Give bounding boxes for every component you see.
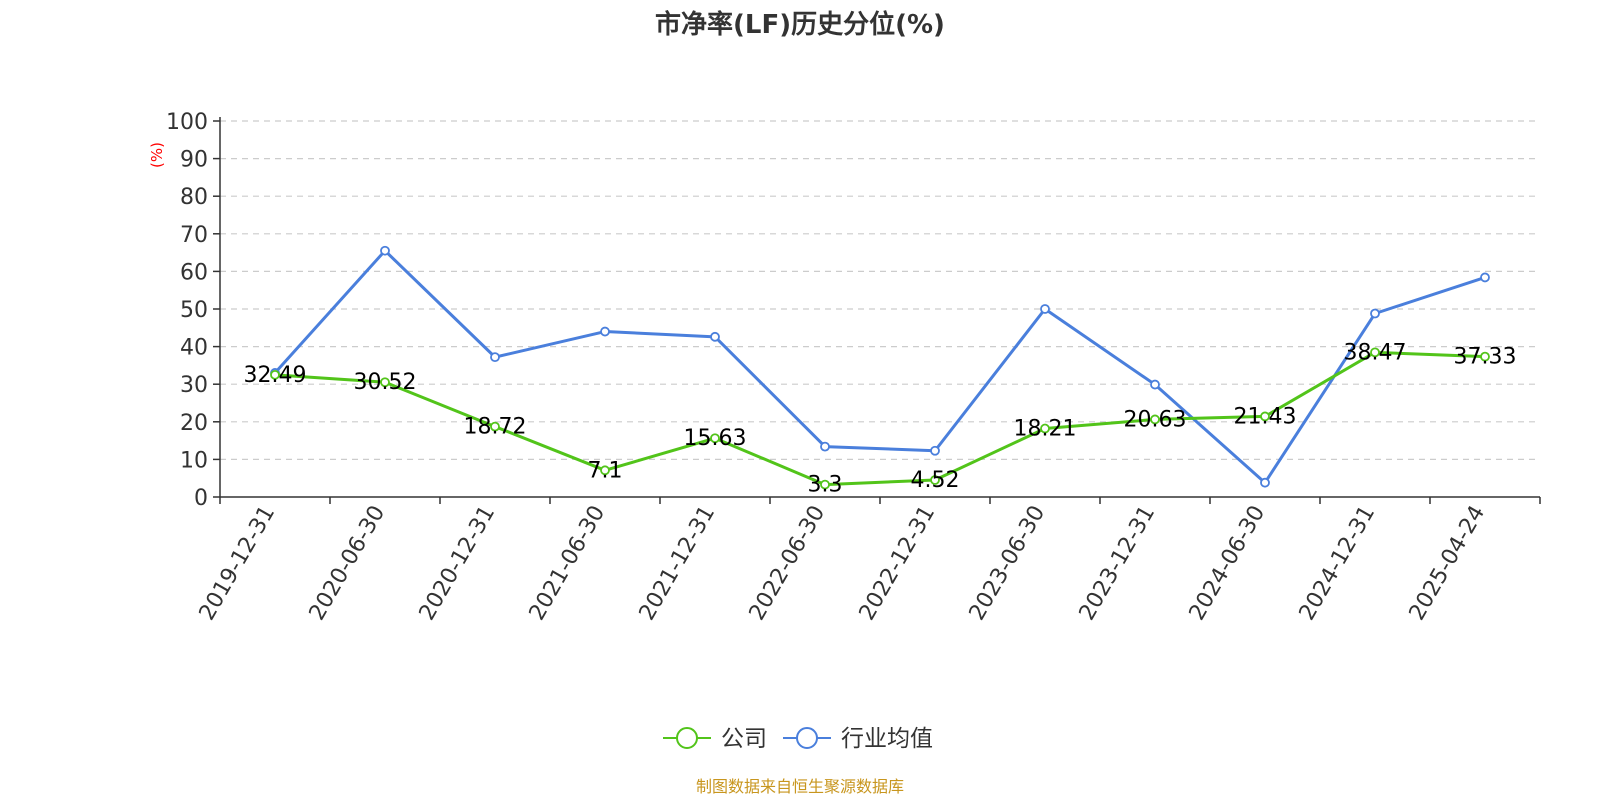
x-tick-label: 2021-12-31 [635, 502, 721, 625]
data-point [1370, 347, 1380, 358]
data-point [710, 433, 720, 444]
data-point [1040, 423, 1050, 434]
x-tick-label: 2020-06-30 [305, 502, 391, 625]
x-tick-label: 2022-06-30 [745, 502, 831, 625]
data-point [1480, 272, 1490, 283]
y-tick-label: 60 [180, 260, 208, 285]
data-label: 21.43 [1234, 404, 1297, 429]
data-point [1260, 411, 1270, 422]
x-tick-label: 2023-06-30 [965, 502, 1051, 625]
data-labels: 32.49 30.52 18.72 7.1 15.63 3.3 4.52 18.21 20.63… [244, 340, 1517, 497]
data-point [1150, 414, 1160, 425]
data-point [820, 479, 830, 490]
axes: 0 10 20 30 40 50 60 70 80 90 100 2019-12-31 2020-06-… [166, 110, 1541, 625]
data-label: 18.21 [1014, 417, 1077, 442]
grid-lines [220, 120, 1540, 460]
series-line [273, 249, 1486, 485]
data-label: 38.47 [1344, 340, 1407, 365]
y-axis-label: (%) [148, 142, 166, 168]
x-tick-label: 2024-06-30 [1185, 502, 1271, 625]
chart-title: 市净率(LF)历史分位(%) [655, 9, 945, 40]
data-point [380, 377, 390, 388]
data-label: 32.49 [244, 363, 307, 388]
data-point [820, 441, 830, 452]
data-label: 37.33 [1454, 345, 1517, 370]
data-label: 4.52 [911, 468, 960, 493]
data-point [270, 369, 280, 380]
legend-label: 公司 [721, 726, 767, 752]
y-tick-label: 0 [194, 486, 208, 511]
data-point [1260, 477, 1270, 488]
legend-marker [796, 727, 818, 749]
x-tick-label: 2023-12-31 [1075, 502, 1161, 625]
data-label: 15.63 [684, 426, 747, 451]
y-tick-label: 50 [180, 298, 208, 323]
legend[interactable]: 公司 行业均值 [663, 726, 933, 752]
data-label: 7.1 [588, 458, 623, 483]
x-tick-label: 2020-12-31 [415, 502, 501, 625]
data-point [1480, 351, 1490, 362]
x-tick-label: 2019-12-31 [195, 502, 281, 625]
data-point [600, 465, 610, 476]
x-tick-label: 2022-12-31 [855, 502, 941, 625]
series-line [274, 350, 1486, 487]
y-tick-label: 40 [180, 336, 208, 361]
data-point [1150, 379, 1160, 390]
y-tick-label: 90 [180, 148, 208, 173]
legend-marker [676, 727, 698, 749]
data-point [930, 475, 940, 485]
data-label: 18.72 [464, 415, 527, 440]
y-tick-label: 10 [180, 448, 208, 473]
data-point [1370, 308, 1380, 319]
y-tick-label: 100 [166, 110, 208, 135]
series-layer [270, 245, 1490, 490]
y-tick-label: 70 [180, 223, 208, 248]
data-label: 20.63 [1124, 407, 1187, 432]
y-tick-label: 80 [180, 185, 208, 210]
data-point [1040, 304, 1050, 314]
data-label: 30.52 [354, 370, 417, 395]
data-point [490, 352, 500, 363]
x-tick-label: 2025-04-24 [1405, 502, 1491, 625]
data-point [490, 421, 500, 432]
data-label: 3.3 [808, 473, 843, 498]
source-note: 制图数据来自恒生聚源数据库 [696, 777, 904, 796]
y-tick-label: 20 [180, 411, 208, 436]
x-tick-label: 2024-12-31 [1295, 502, 1381, 625]
x-tick-label: 2021-06-30 [525, 502, 611, 625]
data-point [710, 331, 720, 342]
data-point [600, 326, 610, 337]
legend-label: 行业均值 [841, 726, 933, 752]
data-point [930, 445, 940, 456]
data-point [380, 245, 390, 256]
y-tick-label: 30 [180, 373, 208, 398]
